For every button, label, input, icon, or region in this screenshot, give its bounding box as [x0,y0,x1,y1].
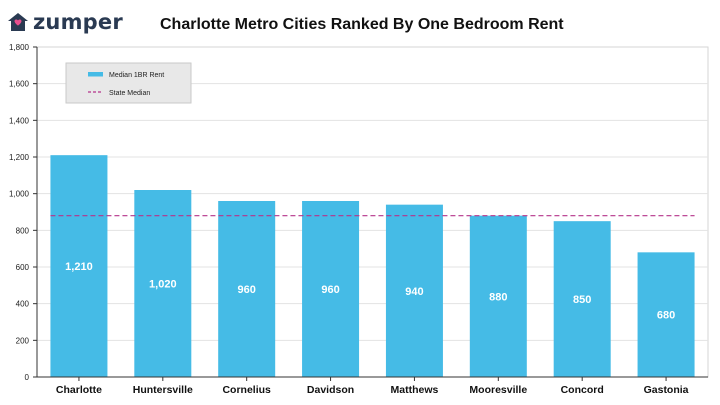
bar[interactable] [385,204,443,377]
y-tick-label: 1,400 [9,116,30,125]
y-tick-label: 1,600 [9,80,30,89]
y-tick-label: 400 [16,300,30,309]
x-tick-label: Mooresville [469,384,527,396]
bar-value-label: 960 [321,284,339,296]
x-tick-label: Cornelius [222,384,271,396]
bar[interactable] [50,155,108,377]
y-tick-label: 0 [25,373,30,382]
legend-swatch-bar [88,72,103,77]
bar-value-label: 1,020 [149,279,177,291]
bar-value-label: 880 [489,291,507,303]
y-tick-label: 1,200 [9,153,30,162]
legend-box [65,62,192,104]
x-tick-label: Huntersville [133,384,193,396]
legend-label-rent: Median 1BR Rent [109,72,164,79]
y-tick-label: 1,000 [9,190,30,199]
x-tick-label: Concord [561,384,604,396]
bar[interactable] [553,221,611,377]
bar[interactable] [218,201,276,377]
bar[interactable] [469,215,527,377]
bar[interactable] [134,190,192,377]
y-tick-label: 1,800 [9,43,30,52]
x-tick-label: Charlotte [56,384,102,396]
bar[interactable] [637,252,695,377]
house-icon [8,13,28,31]
brand-name: zumper [33,10,123,34]
x-tick-label: Matthews [391,384,439,396]
zumper-logo: zumper [6,10,123,34]
y-tick-label: 800 [16,226,30,235]
bar[interactable] [302,201,360,377]
chart-title: Charlotte Metro Cities Ranked By One Bed… [160,16,564,33]
legend-label-state-median: State Median [109,90,150,97]
bar-value-label: 680 [657,310,675,322]
y-tick-label: 600 [16,263,30,272]
bar-value-label: 960 [238,284,256,296]
x-tick-label: Gastonia [644,384,689,396]
bar-value-label: 940 [405,286,423,298]
x-tick-label: Davidson [307,384,354,396]
y-tick-label: 200 [16,336,30,345]
bar-value-label: 850 [573,294,591,306]
bar-value-label: 1,210 [65,261,93,273]
